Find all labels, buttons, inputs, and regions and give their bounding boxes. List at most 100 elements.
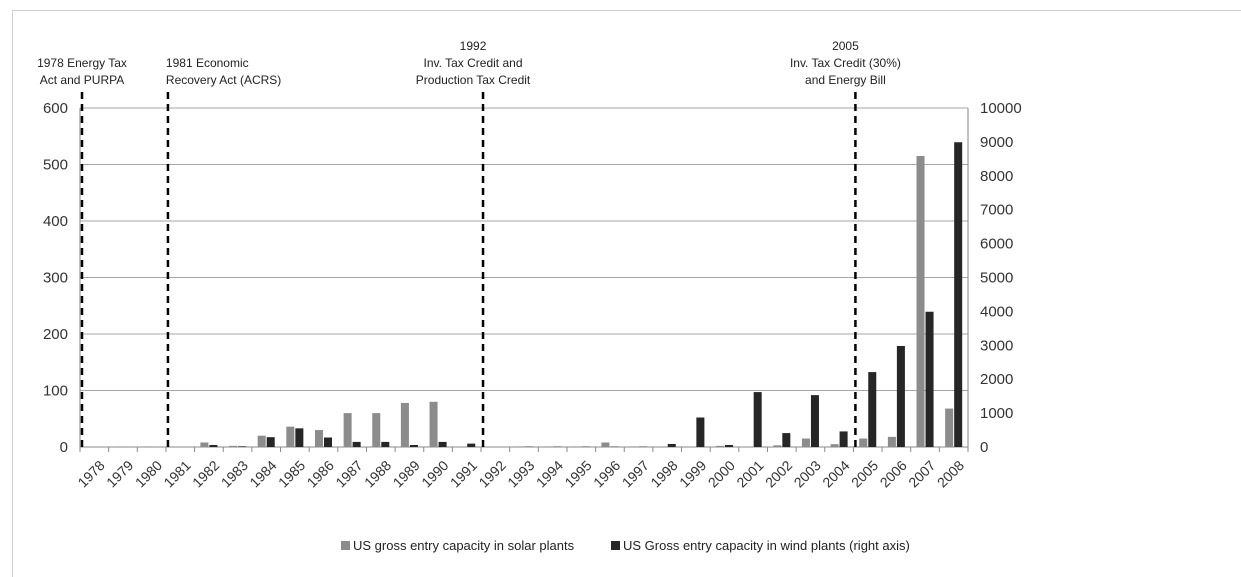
right-tick-label: 2000 xyxy=(980,371,1013,388)
event-annotation: and Energy Bill xyxy=(805,73,886,87)
x-tick-label: 1999 xyxy=(676,457,709,490)
x-tick-label: 1981 xyxy=(160,457,193,490)
x-tick-label: 1982 xyxy=(189,457,222,490)
legend-label-solar: US gross entry capacity in solar plants xyxy=(353,538,575,553)
solar-bar xyxy=(945,408,954,447)
solar-bar xyxy=(859,438,868,447)
solar-bar xyxy=(801,438,810,447)
wind-bar xyxy=(323,437,333,447)
solar-bar xyxy=(229,445,238,447)
solar-bar xyxy=(143,446,152,447)
left-tick-label: 300 xyxy=(43,270,68,287)
solar-bar xyxy=(372,413,381,447)
right-tick-label: 0 xyxy=(980,439,988,456)
event-annotation: Production Tax Credit xyxy=(416,73,531,87)
event-annotation: 1992 xyxy=(460,39,487,53)
x-tick-label: 2006 xyxy=(877,457,910,490)
wind-bar xyxy=(209,444,218,447)
event-annotation: Act and PURPA xyxy=(40,73,124,87)
x-tick-label: 2001 xyxy=(733,457,766,490)
left-tick-label: 100 xyxy=(43,383,68,400)
x-tick-label: 1985 xyxy=(275,457,308,490)
wind-bar xyxy=(696,417,705,447)
solar-bar xyxy=(114,446,123,447)
wind-bar xyxy=(381,441,390,447)
x-tick-label: 1993 xyxy=(504,457,537,490)
x-tick-label: 1983 xyxy=(218,457,251,490)
right-tick-label: 8000 xyxy=(980,168,1013,185)
x-tick-label: 1989 xyxy=(390,457,423,490)
solar-bar xyxy=(544,446,553,447)
wind-bar xyxy=(725,444,734,447)
x-tick-label: 2002 xyxy=(762,457,795,490)
solar-bar xyxy=(429,401,438,447)
solar-bar xyxy=(773,445,782,447)
solar-bar xyxy=(286,426,295,447)
solar-bar xyxy=(916,156,925,447)
wind-bar xyxy=(352,441,361,447)
x-tick-label: 1984 xyxy=(246,457,279,490)
wind-bar xyxy=(266,437,275,447)
x-tick-label: 1991 xyxy=(447,457,480,490)
right-tick-label: 7000 xyxy=(980,202,1013,219)
x-tick-label: 1978 xyxy=(74,457,107,490)
event-annotation: 1978 Energy Tax xyxy=(37,56,127,70)
wind-bar xyxy=(810,395,819,447)
x-tick-label: 1996 xyxy=(590,457,623,490)
wind-bar xyxy=(782,433,791,447)
wind-bar xyxy=(238,446,247,447)
x-tick-label: 2007 xyxy=(905,457,938,490)
right-tick-label: 9000 xyxy=(980,134,1013,151)
wind-bar xyxy=(839,431,848,447)
event-annotation: 1981 Economic xyxy=(166,56,249,70)
left-tick-label: 200 xyxy=(43,326,68,343)
event-annotation: 2005 xyxy=(832,39,859,53)
solar-bar xyxy=(630,446,639,447)
solar-bar xyxy=(257,435,266,447)
right-tick-label: 5000 xyxy=(980,270,1013,287)
left-tick-label: 600 xyxy=(43,100,68,117)
x-tick-label: 2003 xyxy=(791,457,824,490)
x-tick-label: 2005 xyxy=(848,457,881,490)
solar-bar xyxy=(887,436,896,447)
x-tick-label: 2000 xyxy=(705,457,738,490)
chart-frame xyxy=(12,10,1241,577)
x-tick-label: 1987 xyxy=(332,457,365,490)
legend-swatch-solar xyxy=(341,541,350,550)
left-tick-label: 400 xyxy=(43,213,68,230)
wind-bar xyxy=(409,444,418,447)
right-tick-label: 3000 xyxy=(980,337,1013,354)
x-tick-label: 1997 xyxy=(619,457,652,490)
wind-bar xyxy=(667,443,676,447)
wind-bar xyxy=(896,345,905,447)
wind-bar xyxy=(467,443,476,447)
solar-bar xyxy=(658,446,667,447)
event-annotation: Inv. Tax Credit (30%) xyxy=(790,56,901,70)
x-tick-label: 1979 xyxy=(103,457,136,490)
left-tick-label: 0 xyxy=(60,439,68,456)
solar-bar xyxy=(314,430,323,447)
solar-bar xyxy=(601,442,610,447)
wind-bar xyxy=(954,142,963,447)
right-tick-label: 4000 xyxy=(980,303,1013,320)
solar-bar xyxy=(572,446,581,447)
x-tick-label: 1990 xyxy=(418,457,451,490)
wind-bar xyxy=(438,441,447,447)
x-tick-label: 1995 xyxy=(561,457,594,490)
x-tick-label: 2008 xyxy=(934,457,967,490)
right-tick-label: 6000 xyxy=(980,236,1013,253)
wind-bar xyxy=(925,311,934,447)
right-tick-label: 1000 xyxy=(980,405,1013,422)
x-tick-label: 1992 xyxy=(475,457,508,490)
wind-bar xyxy=(868,372,877,447)
event-annotation: Inv. Tax Credit and xyxy=(424,56,523,70)
legend-swatch-wind xyxy=(611,541,620,550)
legend-label-wind: US Gross entry capacity in wind plants (… xyxy=(623,538,910,553)
x-tick-label: 2004 xyxy=(819,457,852,490)
wind-bar xyxy=(753,392,762,447)
solar-bar xyxy=(200,442,209,447)
solar-bar xyxy=(343,413,352,447)
event-annotation: Recovery Act (ACRS) xyxy=(166,73,281,87)
x-tick-label: 1998 xyxy=(647,457,680,490)
